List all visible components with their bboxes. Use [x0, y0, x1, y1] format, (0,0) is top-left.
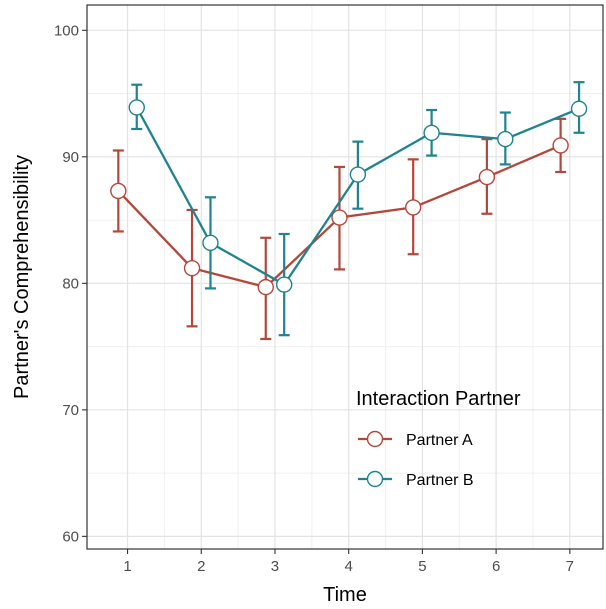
y-tick-label: 100 [54, 22, 79, 39]
data-point [478, 168, 496, 186]
data-point [128, 99, 145, 116]
data-point [275, 276, 293, 293]
x-tick-label: 6 [492, 558, 500, 575]
y-axis-title: Partner's Comprehensibility [11, 155, 33, 399]
x-tick-label: 1 [123, 558, 131, 575]
x-tick-label: 5 [418, 558, 426, 575]
data-point [183, 259, 201, 277]
x-tick-label: 3 [271, 558, 279, 575]
series-partner-a [110, 117, 569, 341]
data-point [404, 199, 422, 216]
x-tick-label: 2 [197, 558, 205, 575]
y-tick-label: 80 [62, 275, 79, 292]
data-point [349, 166, 367, 183]
legend: Interaction Partner Partner A Partner B [356, 388, 521, 489]
y-tick-label: 70 [62, 402, 79, 419]
data-point [331, 209, 348, 226]
legend-items: Partner A Partner B [358, 430, 474, 489]
data-point [202, 234, 219, 252]
data-point [423, 124, 440, 141]
data-point [497, 130, 514, 148]
data-point [552, 137, 569, 154]
legend-item: Partner A [358, 430, 473, 449]
legend-label: Partner B [406, 472, 474, 489]
x-axis: 1 2 3 4 5 6 7 [123, 549, 574, 575]
legend-title: Interaction Partner [356, 388, 521, 410]
legend-key-point [366, 430, 384, 448]
series-layer [110, 81, 588, 341]
panel-border [86, 4, 604, 550]
x-tick-label: 7 [566, 558, 574, 575]
y-tick-label: 90 [62, 149, 79, 166]
data-point [570, 100, 588, 117]
x-tick-label: 4 [345, 558, 353, 575]
y-axis: 60 70 80 90 100 [54, 22, 87, 545]
major-gridlines [87, 5, 603, 549]
series-partner-b [128, 81, 588, 337]
data-point [257, 278, 274, 296]
data-point [110, 182, 127, 200]
panel-background [87, 5, 603, 549]
legend-label: Partner A [406, 432, 473, 449]
x-axis-title: Time [323, 584, 367, 606]
y-tick-label: 60 [62, 528, 79, 545]
legend-key-point [366, 470, 384, 488]
legend-item: Partner B [358, 470, 474, 489]
